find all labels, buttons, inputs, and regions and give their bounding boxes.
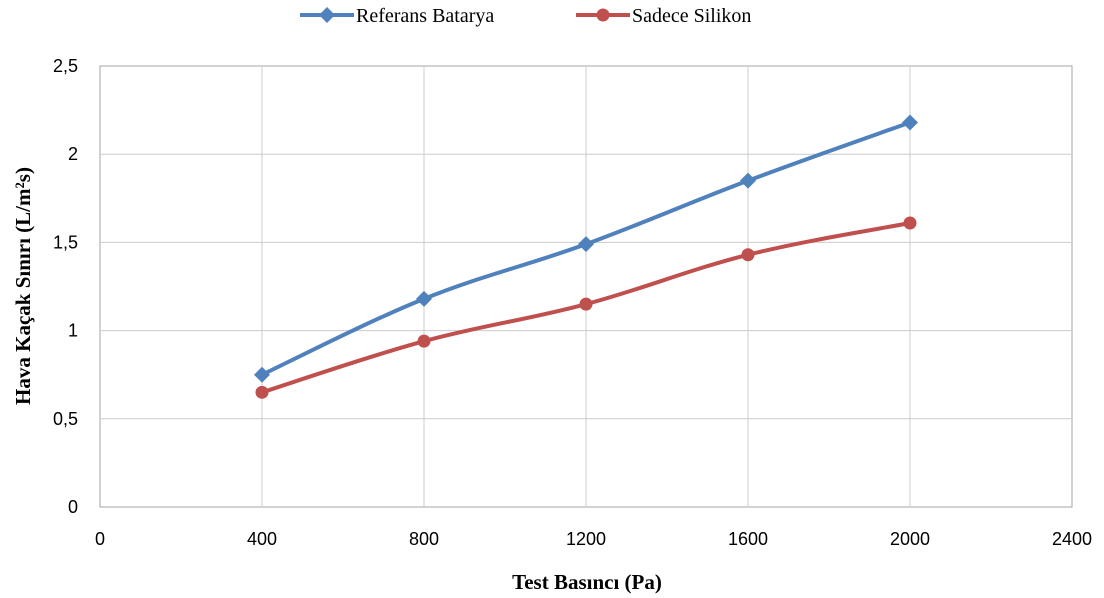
data-point [417, 334, 431, 348]
data-point [740, 172, 756, 189]
data-point [579, 297, 593, 311]
y-axis-title: Hava Kaçak Sınırı (L/m²s) [11, 167, 35, 405]
legend-item-2: Sadece Silikon [576, 5, 751, 27]
y-tick-label: 2,5 [53, 56, 78, 76]
data-point [254, 366, 270, 383]
data-point [902, 114, 918, 131]
legend-item-1: Referans Batarya [300, 5, 494, 27]
series-layer [254, 114, 918, 399]
grid [99, 65, 1073, 508]
data-point [741, 248, 755, 262]
x-tick-label: 400 [247, 529, 277, 549]
data-point [578, 236, 594, 253]
x-tick-label: 2400 [1052, 529, 1092, 549]
legend-swatch-marker [596, 8, 610, 22]
x-tick-label: 800 [409, 529, 439, 549]
y-tick-label: 0 [68, 497, 78, 517]
legend-label: Sadece Silikon [632, 5, 751, 27]
legend: Referans Batarya Sadece Silikon [300, 5, 751, 27]
y-tick-label: 2 [68, 144, 78, 164]
data-point [255, 385, 269, 399]
data-point [416, 290, 432, 307]
x-axis-title: Test Basıncı (Pa) [512, 570, 662, 594]
x-tick-label: 2000 [890, 529, 930, 549]
series-2 [255, 216, 917, 399]
x-tick-label: 1600 [728, 529, 768, 549]
y-tick-label: 0,5 [53, 409, 78, 429]
data-point [903, 216, 917, 230]
axes: 0 400 800 1200 1600 2000 2400 0 0,5 1 1,5 2 2,5 [53, 56, 1092, 549]
x-tick-label: 1200 [566, 529, 606, 549]
y-tick-label: 1,5 [53, 232, 78, 252]
y-tick-label: 1 [68, 321, 78, 341]
series-1 [254, 114, 918, 383]
x-tick-label: 0 [95, 529, 105, 549]
legend-label: Referans Batarya [356, 5, 494, 27]
legend-swatch-marker [319, 7, 335, 23]
